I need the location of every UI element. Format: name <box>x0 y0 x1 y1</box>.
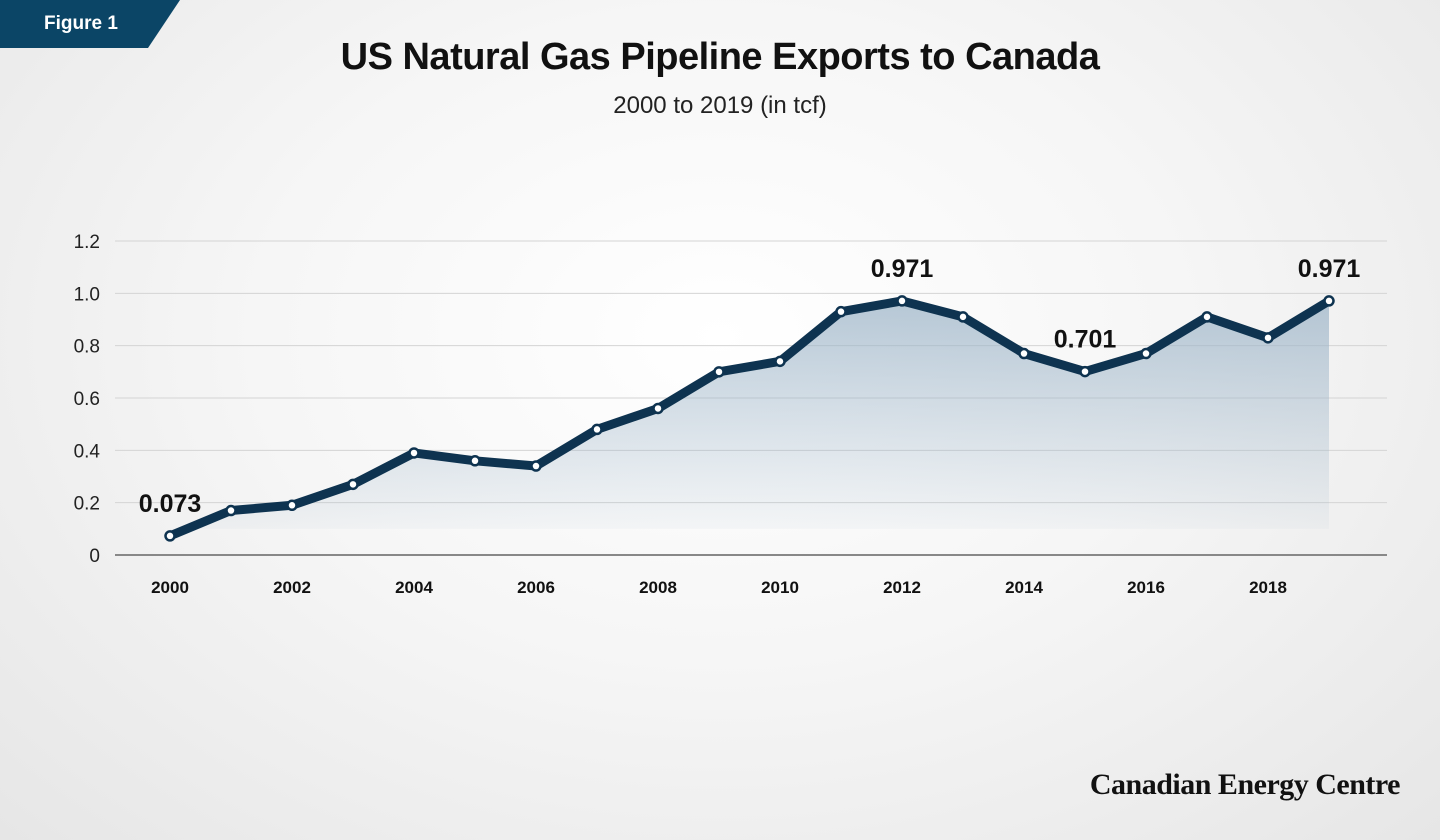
data-point <box>774 355 786 368</box>
data-point <box>1079 365 1091 378</box>
series-line <box>168 296 1332 541</box>
x-tick-label: 2004 <box>395 578 433 597</box>
data-point <box>530 460 542 472</box>
y-tick-label: 0.6 <box>74 389 100 410</box>
y-tick-label: 0.2 <box>74 494 100 515</box>
x-tick-label: 2008 <box>639 578 677 597</box>
data-point <box>1201 311 1213 323</box>
data-point <box>286 499 298 512</box>
data-point <box>1323 295 1335 307</box>
chart-title: US Natural Gas Pipeline Exports to Canad… <box>340 36 1100 78</box>
data-point <box>591 423 603 436</box>
data-point <box>225 504 237 517</box>
chart-subtitle: 2000 to 2019 (in tcf) <box>613 92 827 119</box>
y-tick-label: 0.8 <box>74 337 100 358</box>
data-point <box>469 455 481 467</box>
x-tick-label: 2002 <box>273 578 311 597</box>
data-label: 0.073 <box>139 490 202 518</box>
y-tick-label: 1.0 <box>74 284 100 305</box>
x-tick-label: 2012 <box>883 578 921 597</box>
data-label: 0.971 <box>1298 255 1361 283</box>
data-point <box>347 478 359 491</box>
data-point <box>1140 347 1152 360</box>
area-fill <box>170 300 1329 536</box>
data-label: 0.971 <box>871 255 934 283</box>
data-label: 0.701 <box>1054 326 1117 354</box>
data-point <box>896 295 908 307</box>
brand-logo: Canadian Energy Centre <box>1089 768 1401 801</box>
x-tick-label: 2006 <box>517 578 555 597</box>
figure-label: Figure 1 <box>44 13 118 34</box>
data-point <box>408 447 420 459</box>
figure-badge <box>0 0 180 48</box>
x-tick-label: 2018 <box>1249 578 1287 597</box>
data-point <box>713 366 725 378</box>
y-tick-label: 1.2 <box>74 232 100 253</box>
x-tick-label: 2016 <box>1127 578 1165 597</box>
data-point <box>1018 347 1030 360</box>
data-point <box>164 530 176 542</box>
x-tick-label: 2010 <box>761 578 799 597</box>
y-tick-label: 0.4 <box>74 441 101 462</box>
data-point <box>957 311 969 323</box>
y-tick-label: 0 <box>89 546 100 567</box>
data-point <box>652 402 664 415</box>
data-point <box>1262 332 1274 344</box>
x-tick-label: 2014 <box>1005 578 1043 597</box>
x-tick-label: 2000 <box>151 578 189 597</box>
data-point <box>835 305 847 318</box>
